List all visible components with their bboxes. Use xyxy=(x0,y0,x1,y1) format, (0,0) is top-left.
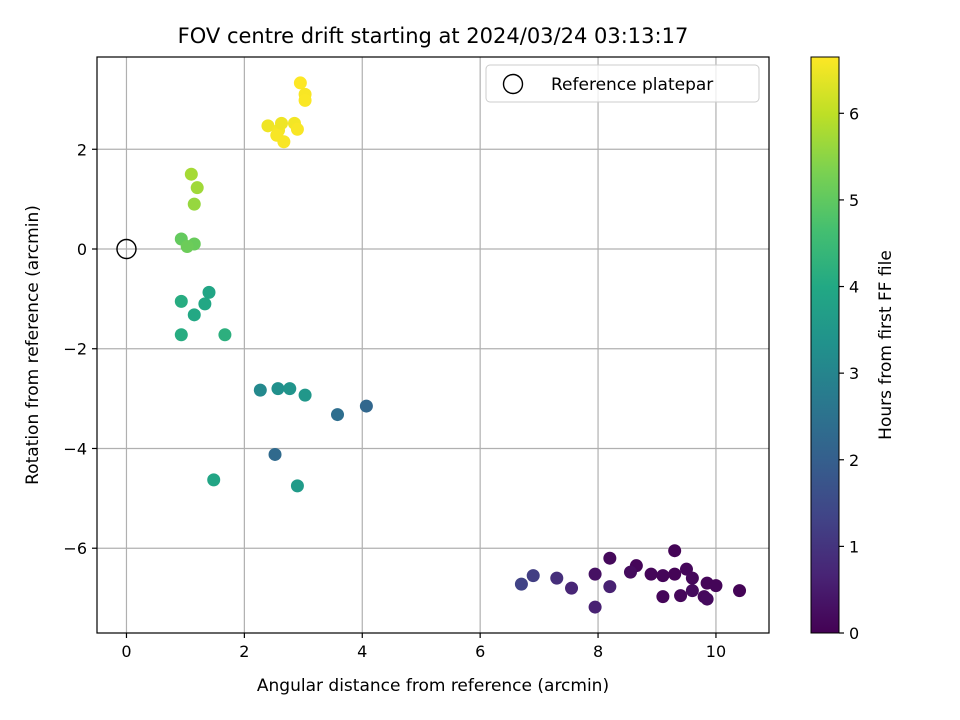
data-point xyxy=(271,382,285,396)
data-point xyxy=(709,579,723,593)
data-point xyxy=(293,76,307,90)
data-point xyxy=(668,567,682,581)
data-point xyxy=(198,297,212,311)
data-point xyxy=(184,167,198,181)
data-point xyxy=(603,551,617,565)
data-point xyxy=(685,571,699,585)
x-tick-label: 10 xyxy=(706,642,726,661)
y-tick-label: 2 xyxy=(77,140,87,159)
data-point xyxy=(623,565,637,579)
data-point xyxy=(283,382,297,396)
legend-box xyxy=(485,64,760,103)
data-point xyxy=(298,93,312,107)
data-point xyxy=(253,383,267,397)
y-axis-label: Rotation from reference (arcmin) xyxy=(23,205,43,485)
data-point xyxy=(526,569,540,583)
y-tick-label: −6 xyxy=(63,539,87,558)
colorbar-gradient xyxy=(810,56,840,634)
data-point xyxy=(275,116,289,130)
data-point xyxy=(207,473,221,487)
data-point xyxy=(603,580,617,594)
reference-point xyxy=(116,238,137,260)
data-point xyxy=(685,584,699,598)
colorbar-label: Hours from first FF file xyxy=(876,250,896,440)
colorbar: 0 1 2 3 4 5 6 Hours from first FF file xyxy=(810,56,896,643)
data-point xyxy=(174,294,188,308)
reference-marker-layer xyxy=(116,238,137,260)
data-point xyxy=(550,571,564,585)
plot-frame xyxy=(96,56,770,634)
data-point xyxy=(180,240,194,254)
legend-reference-marker xyxy=(502,73,524,95)
legend-reference-label: Reference platepar xyxy=(551,75,713,95)
colorbar-tick-label: 4 xyxy=(849,278,859,297)
gridlines xyxy=(97,57,769,633)
data-point xyxy=(359,399,373,413)
data-point xyxy=(190,181,204,195)
data-point xyxy=(588,567,602,581)
colorbar-tick-label: 5 xyxy=(849,191,859,210)
x-tick-label: 8 xyxy=(593,642,603,661)
data-point xyxy=(202,285,216,299)
data-point xyxy=(588,600,602,614)
y-tick-label: 0 xyxy=(77,240,87,259)
x-axis: 0 2 4 6 8 10 xyxy=(121,633,726,661)
data-point xyxy=(565,581,579,595)
colorbar-tick-label: 1 xyxy=(849,537,859,556)
data-point xyxy=(700,592,714,606)
data-point xyxy=(674,589,688,603)
legend: Reference platepar xyxy=(485,64,760,103)
data-point xyxy=(261,119,275,133)
data-point xyxy=(187,197,201,211)
colorbar-ticks: 0 1 2 3 4 5 6 xyxy=(839,104,859,643)
data-point xyxy=(290,479,304,493)
data-point xyxy=(268,447,282,461)
x-tick-label: 4 xyxy=(357,642,367,661)
x-axis-label: Angular distance from reference (arcmin) xyxy=(257,676,609,696)
colorbar-tick-label: 0 xyxy=(849,624,859,643)
x-tick-label: 2 xyxy=(239,642,249,661)
data-point xyxy=(656,590,670,604)
y-tick-label: −2 xyxy=(63,340,87,359)
data-points xyxy=(174,76,747,614)
colorbar-tick-label: 2 xyxy=(849,451,859,470)
colorbar-tick-label: 3 xyxy=(849,364,859,383)
data-point xyxy=(733,584,747,598)
data-point xyxy=(174,328,188,342)
data-point xyxy=(290,122,304,136)
data-point xyxy=(514,577,528,591)
colorbar-tick-label: 6 xyxy=(849,104,859,123)
data-point xyxy=(218,328,232,342)
data-point xyxy=(277,135,291,149)
y-axis: −6 −4 −2 0 2 xyxy=(63,140,97,558)
x-tick-label: 0 xyxy=(121,642,131,661)
data-point xyxy=(656,569,670,583)
data-point xyxy=(668,544,682,558)
chart-title: FOV centre drift starting at 2024/03/24 … xyxy=(178,24,689,48)
data-point xyxy=(298,388,312,402)
data-point xyxy=(331,408,345,422)
y-tick-label: −4 xyxy=(63,439,87,458)
data-point xyxy=(187,308,201,322)
x-tick-label: 6 xyxy=(475,642,485,661)
data-point xyxy=(644,567,658,581)
